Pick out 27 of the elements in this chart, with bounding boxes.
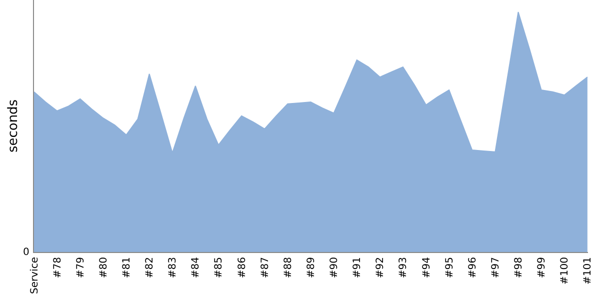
x-tick-label: #80: [98, 257, 110, 278]
text: 0: [23, 247, 30, 258]
x-tick-label: #90: [329, 257, 340, 278]
x-tick-label: #85: [214, 257, 225, 278]
x-tick-label: #91: [352, 257, 364, 278]
x-tick-label: #89: [306, 257, 317, 278]
x-tick-label: #101: [582, 257, 594, 284]
x-tick-label: #98: [514, 257, 524, 278]
x-tick-label: #99: [536, 257, 548, 278]
x-tick-label: #94: [421, 257, 432, 278]
x-tick-label: #83: [168, 257, 179, 278]
x-tick-label: #86: [236, 257, 248, 278]
x-tick-label: #87: [260, 257, 271, 278]
x-tick-label: #92: [375, 257, 386, 278]
y-axis-title: seconds: [6, 99, 21, 153]
x-tick-label: #79: [75, 257, 86, 278]
x-tick-label: #78: [52, 257, 64, 278]
x-tick-label: #84: [190, 257, 202, 278]
x-tick-label: #96: [467, 257, 478, 278]
x-tick-label: #95: [444, 257, 456, 278]
x-tick-label: #81: [122, 257, 133, 278]
x-tick-label: #97: [490, 257, 502, 278]
x-tick-label: #82: [144, 257, 156, 278]
x-tick-label: #100: [560, 257, 571, 284]
x-tick-label: #88: [282, 257, 294, 278]
x-tick-label: #93: [398, 257, 410, 278]
x-tick-label: Service: [29, 257, 40, 294]
